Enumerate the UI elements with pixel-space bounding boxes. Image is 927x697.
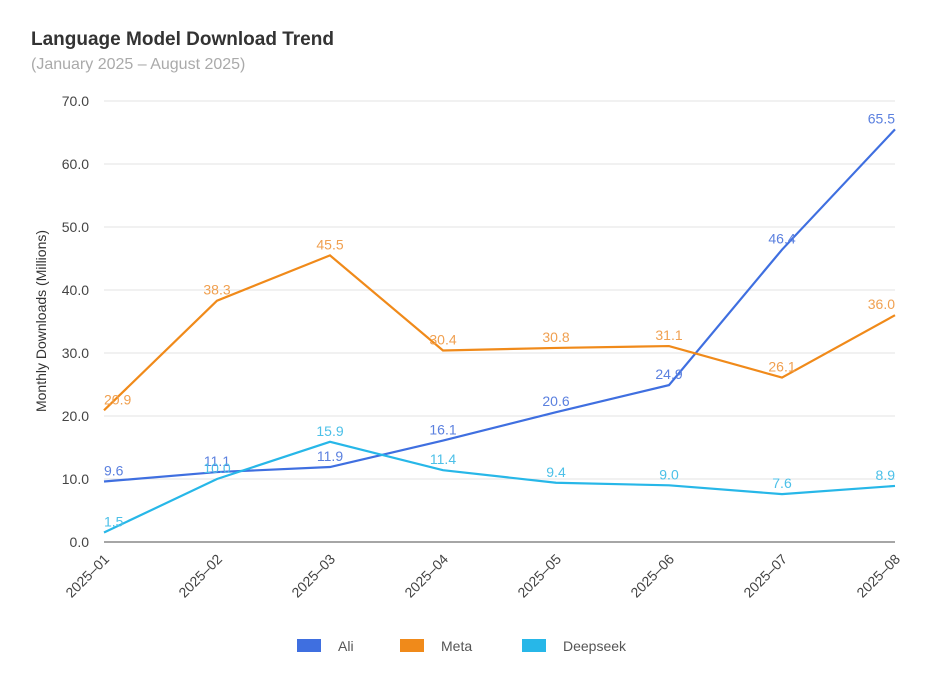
x-tick-label: 2025–01 (62, 551, 112, 601)
y-tick-label: 30.0 (62, 345, 89, 361)
data-label-deepseek: 11.4 (430, 451, 456, 467)
data-label-deepseek: 9.4 (546, 464, 566, 480)
data-label-meta: 30.4 (429, 331, 456, 347)
data-label-meta: 30.8 (542, 329, 569, 345)
data-label-meta: 38.3 (203, 282, 230, 298)
data-label-deepseek: 1.5 (104, 514, 124, 530)
data-label-ali: 16.1 (429, 422, 456, 438)
data-label-ali: 20.6 (542, 393, 569, 409)
data-label-ali: 24.9 (655, 366, 682, 382)
x-tick-label: 2025–05 (514, 551, 564, 601)
data-label-meta: 45.5 (316, 236, 343, 252)
data-label-meta: 26.1 (768, 359, 795, 375)
y-tick-label: 50.0 (62, 219, 89, 235)
y-tick-label: 0.0 (70, 534, 90, 550)
data-label-ali: 11.9 (317, 448, 343, 464)
legend-label: Ali (338, 638, 354, 654)
x-tick-label: 2025–08 (853, 551, 903, 601)
data-labels: 9.6 11.1 11.9 16.1 20.6 24.9 46.4 65.5 20.9 38.3 4… (104, 110, 895, 529)
x-tick-label: 2025–03 (288, 551, 338, 601)
data-label-meta: 36.0 (868, 296, 895, 312)
series-line-ali (103, 128, 896, 483)
y-tick-label: 10.0 (62, 471, 89, 487)
data-label-ali: 46.4 (768, 231, 795, 247)
y-tick-label: 60.0 (62, 156, 89, 172)
legend-item-ali[interactable]: Ali (297, 638, 354, 654)
data-label-deepseek: 10.0 (203, 460, 230, 476)
chart-subtitle: (January 2025 – August 2025) (31, 56, 246, 73)
data-label-deepseek: 9.0 (659, 466, 679, 482)
y-axis-ticks: 0.0 10.0 20.0 30.0 40.0 50.0 60.0 70.0 (62, 93, 89, 550)
x-tick-label: 2025–06 (627, 551, 677, 601)
y-tick-label: 70.0 (62, 93, 89, 109)
data-label-meta: 20.9 (104, 391, 131, 407)
series-line-deepseek (103, 440, 896, 534)
legend-label: Deepseek (563, 638, 627, 654)
data-label-deepseek: 15.9 (316, 423, 343, 439)
legend: Ali Meta Deepseek (297, 638, 627, 654)
gridlines (104, 100, 895, 480)
y-tick-label: 40.0 (62, 282, 89, 298)
x-tick-label: 2025–07 (740, 551, 790, 601)
legend-swatch (297, 639, 321, 652)
x-tick-label: 2025–02 (175, 551, 225, 601)
legend-label: Meta (441, 638, 472, 654)
data-label-ali: 11.1 (204, 453, 230, 469)
data-label-meta: 31.1 (655, 327, 682, 343)
x-tick-label: 2025–04 (401, 551, 451, 601)
legend-item-deepseek[interactable]: Deepseek (522, 638, 627, 654)
data-label-deepseek: 8.9 (876, 467, 896, 483)
legend-swatch (400, 639, 424, 652)
legend-swatch (522, 639, 546, 652)
data-label-ali: 65.5 (868, 110, 895, 126)
x-axis-ticks: 2025–01 2025–02 2025–03 2025–04 2025–05 2025–… (62, 551, 903, 601)
series-line-meta (103, 254, 896, 412)
y-axis-label: Monthly Downloads (Millions) (33, 230, 49, 412)
chart-title: Language Model Download Trend (31, 29, 334, 50)
series-lines (103, 128, 896, 534)
data-label-ali: 9.6 (104, 463, 124, 479)
y-tick-label: 20.0 (62, 408, 89, 424)
data-label-deepseek: 7.6 (772, 475, 792, 491)
legend-item-meta[interactable]: Meta (400, 638, 472, 654)
